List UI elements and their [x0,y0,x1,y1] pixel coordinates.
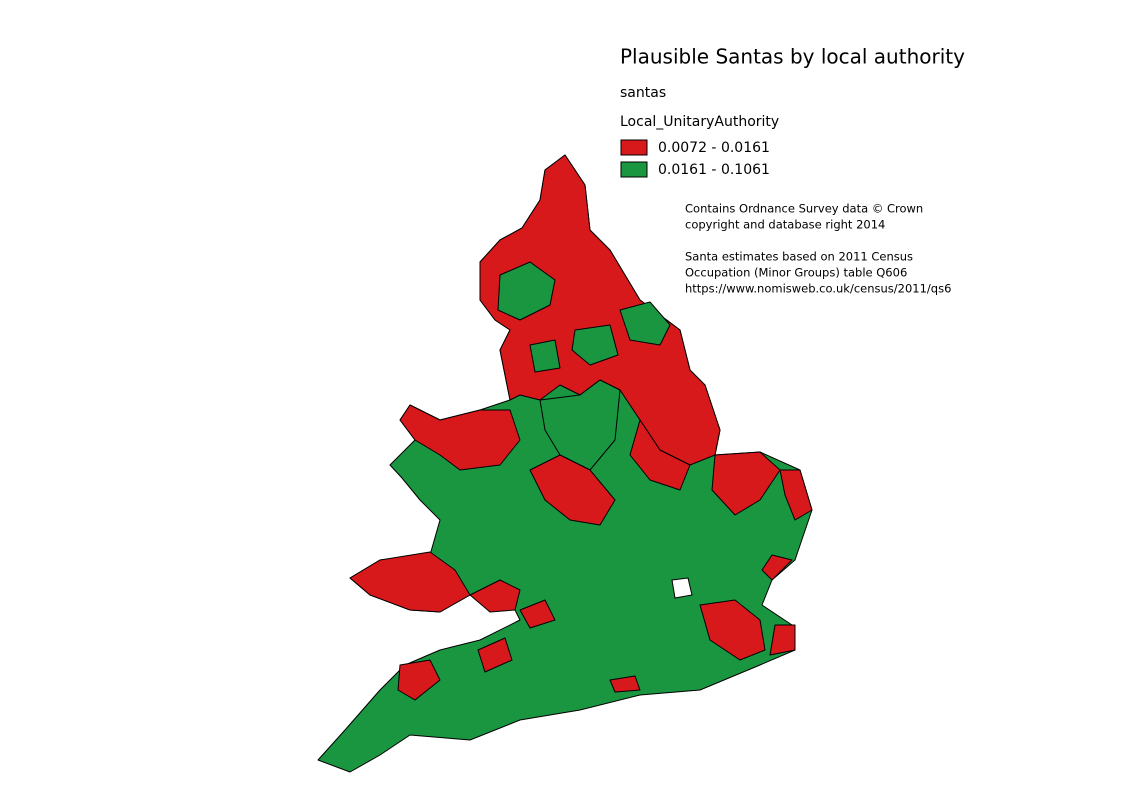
map-region [397,659,441,701]
map-region [529,454,616,526]
map-region [629,419,691,491]
map-region [529,339,561,373]
map-region [699,599,766,661]
map-region [779,469,813,521]
map-gap [671,577,693,599]
legend-swatch [620,161,648,178]
layer-name: santas [620,85,666,101]
attribution-line: Contains Ordnance Survey data © Crown [685,202,923,216]
map-region [571,324,619,366]
attribution-line: copyright and database right 2014 [685,218,885,232]
map [317,154,813,773]
attribution: Contains Ordnance Survey data © Crown cop… [685,202,951,296]
map-region [539,379,621,471]
map-region [497,261,556,321]
map-region [769,624,796,656]
legend-label: 0.0161 - 0.1061 [658,162,770,178]
attribution-line: https://www.nomisweb.co.uk/census/2011/q… [685,282,951,296]
legend-swatch [620,139,648,156]
attribution-line: Santa estimates based on 2011 Census [685,250,913,264]
legend: 0.0072 - 0.0161 0.0161 - 0.1061 [620,139,770,178]
map-region [519,599,556,629]
legend-label: 0.0072 - 0.0161 [658,140,770,156]
field-name: Local_UnitaryAuthority [620,114,779,130]
map-region [399,404,521,471]
map-region [619,301,671,346]
map-region [711,451,781,516]
map-region [477,637,513,673]
map-title: Plausible Santas by local authority [620,45,965,69]
map-region [609,675,641,693]
map-region [761,554,793,581]
attribution-line: Occupation (Minor Groups) table Q606 [685,266,907,280]
map-region [469,579,521,613]
